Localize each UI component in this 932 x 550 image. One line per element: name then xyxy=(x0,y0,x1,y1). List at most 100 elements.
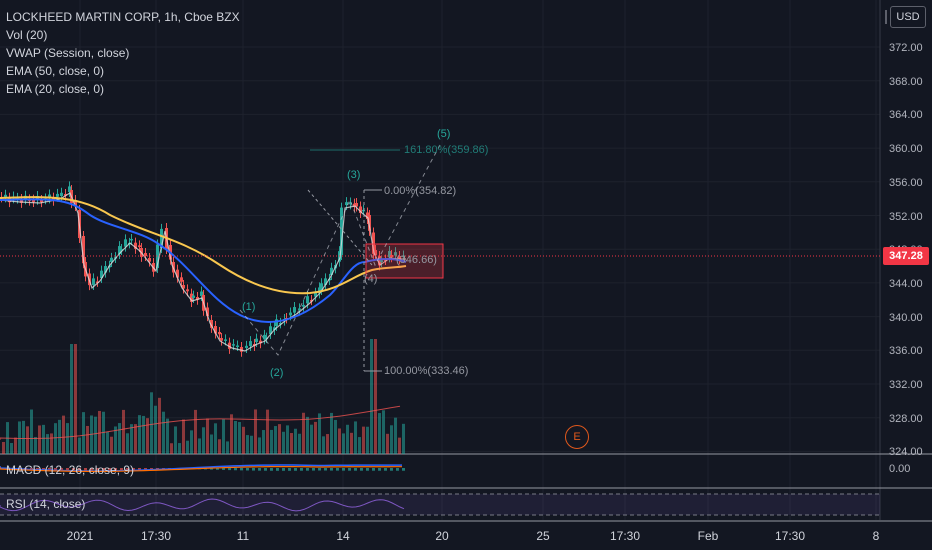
macd-histogram-bar xyxy=(114,468,117,471)
symbol-title[interactable]: LOCKHEED MARTIN CORP, 1h, Cboe BZX xyxy=(6,10,240,24)
volume-bar xyxy=(138,415,141,454)
candle-body xyxy=(368,215,371,231)
time-tick-label: 17:30 xyxy=(609,529,641,543)
volume-bar xyxy=(86,425,89,454)
candle-body xyxy=(74,200,77,207)
volume-bar xyxy=(326,434,329,454)
earnings-marker-icon[interactable]: E xyxy=(565,425,589,449)
volume-bar xyxy=(318,413,321,454)
volume-bar xyxy=(366,426,369,454)
candle-body xyxy=(130,238,133,241)
volume-bar xyxy=(114,426,117,454)
candle-body xyxy=(96,281,99,283)
volume-bar xyxy=(22,420,25,454)
candle-body xyxy=(353,203,356,207)
volume-bar xyxy=(290,433,293,454)
candle-body xyxy=(82,236,85,264)
rsi-line xyxy=(0,498,405,512)
macd-title[interactable]: MACD (12, 26, close, 9) xyxy=(6,463,135,477)
candle-body xyxy=(289,312,292,316)
macd-histogram-bar xyxy=(282,468,285,471)
volume-bar xyxy=(322,436,325,454)
candle-body xyxy=(359,206,362,214)
rsi-title[interactable]: RSI (14, close) xyxy=(6,497,86,511)
volume-bar xyxy=(82,412,85,454)
macd-histogram-bar xyxy=(270,468,273,471)
elliott-wave-path xyxy=(239,144,441,356)
volume-bar xyxy=(66,423,69,454)
candle-body xyxy=(20,199,23,203)
candle-body xyxy=(302,304,305,307)
rsi-band xyxy=(0,494,880,515)
volume-bar xyxy=(330,412,333,454)
macd-histogram-bar xyxy=(294,468,297,471)
macd-histogram-bar xyxy=(288,468,291,471)
candle-body xyxy=(372,232,375,254)
volume-bar xyxy=(106,431,109,454)
vwap-line xyxy=(0,192,406,352)
candle-body xyxy=(394,252,397,256)
indicator-vol[interactable]: Vol (20) xyxy=(6,28,48,42)
volume-bar xyxy=(74,344,77,454)
volume-bar xyxy=(254,409,257,454)
macd-histogram-bar xyxy=(276,468,279,471)
candle-body xyxy=(190,293,193,302)
macd-value: 0.00 xyxy=(889,463,911,475)
chart-legend: LOCKHEED MARTIN CORP, 1h, Cboe BZX Vol (… xyxy=(6,8,240,98)
time-tick-label: 8 xyxy=(872,529,880,543)
candle-body xyxy=(384,259,387,262)
candle-body xyxy=(398,256,401,260)
indicator-vwap[interactable]: VWAP (Session, close) xyxy=(6,46,130,60)
macd-histogram-bar xyxy=(216,468,219,470)
price-tick-label: 360.00 xyxy=(889,143,923,156)
time-tick-label: 25 xyxy=(536,529,550,543)
macd-histogram-bar xyxy=(42,468,45,471)
indicator-ema50[interactable]: EMA (50, close, 0) xyxy=(6,64,105,78)
volume-bar xyxy=(174,426,177,454)
wave-1-label: (1) xyxy=(242,301,256,313)
volume-bar xyxy=(234,420,237,454)
volume-bar xyxy=(246,435,249,454)
currency-button[interactable]: USD xyxy=(885,6,926,28)
volume-bar xyxy=(118,423,121,454)
macd-histogram-bar xyxy=(222,468,225,470)
volume-bar xyxy=(190,430,193,454)
macd-histogram-bar xyxy=(234,468,237,471)
volume-bar xyxy=(226,441,229,454)
macd-histogram-bar xyxy=(402,468,405,471)
candle-body xyxy=(60,192,63,196)
volume-bar xyxy=(310,424,313,454)
time-tick-label: 11 xyxy=(236,529,250,543)
time-tick-label: 14 xyxy=(336,529,350,543)
candle-body xyxy=(196,297,199,300)
candle-body xyxy=(232,344,235,346)
fib-mid-label: (346.66) xyxy=(396,254,437,266)
price-tick-label: 364.00 xyxy=(889,109,923,122)
price-tick-label: 344.00 xyxy=(889,277,923,290)
volume-bar xyxy=(354,421,357,454)
price-tick-label: 356.00 xyxy=(889,176,923,189)
macd-histogram-bar xyxy=(102,468,105,471)
volume-bar xyxy=(14,437,17,454)
volume-bar xyxy=(202,427,205,454)
ema20-line xyxy=(0,198,407,323)
fib-trend-line xyxy=(307,189,373,266)
macd-histogram-bar xyxy=(300,468,303,471)
wave-5-label: (5) xyxy=(437,128,451,140)
volume-bar xyxy=(2,441,5,454)
volume-bar xyxy=(286,425,289,454)
volume-bar xyxy=(182,419,185,454)
wave-4-label: (4) xyxy=(364,273,378,285)
macd-histogram-bar xyxy=(378,468,381,471)
volume-bar xyxy=(158,397,161,454)
macd-histogram-bar xyxy=(354,468,357,471)
volume-bar xyxy=(26,426,29,454)
candle-body xyxy=(100,270,103,278)
price-tick-label: 324.00 xyxy=(889,446,923,459)
indicator-ema20[interactable]: EMA (20, close, 0) xyxy=(6,82,105,96)
candle-body xyxy=(48,194,51,199)
macd-histogram-bar xyxy=(264,468,267,471)
volume-bar xyxy=(394,417,397,454)
wave-3-label: (3) xyxy=(347,169,361,181)
